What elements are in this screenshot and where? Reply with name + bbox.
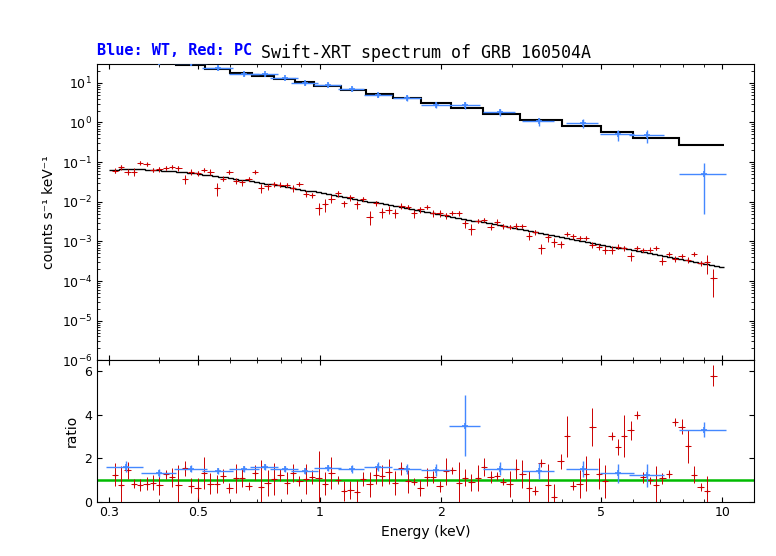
Y-axis label: ratio: ratio <box>64 415 78 447</box>
Text: Blue: WT, Red: PC: Blue: WT, Red: PC <box>97 43 252 58</box>
X-axis label: Energy (keV): Energy (keV) <box>381 525 470 539</box>
Title: Swift-XRT spectrum of GRB 160504A: Swift-XRT spectrum of GRB 160504A <box>261 44 591 62</box>
Y-axis label: counts s⁻¹ keV⁻¹: counts s⁻¹ keV⁻¹ <box>42 155 56 269</box>
